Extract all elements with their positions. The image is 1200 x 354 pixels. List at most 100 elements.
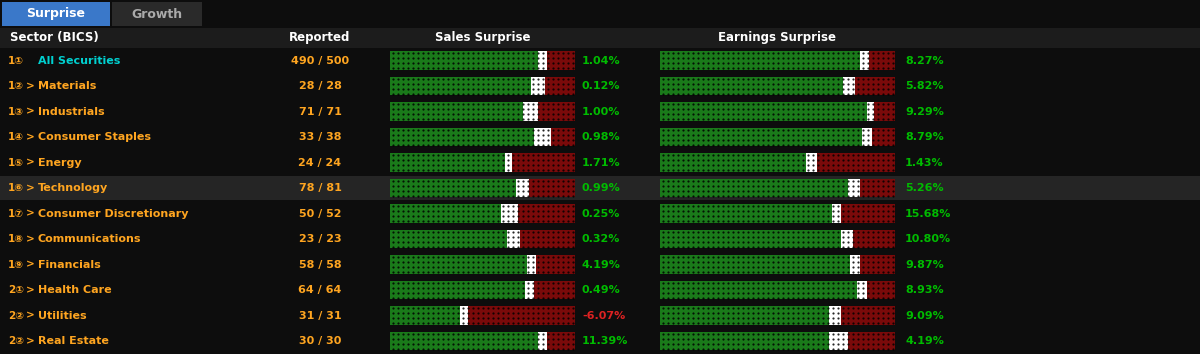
Bar	[660, 102, 866, 120]
Point	[793, 305, 812, 311]
Point	[858, 183, 877, 188]
Point	[512, 229, 532, 234]
Point	[458, 285, 478, 290]
Point	[563, 55, 582, 61]
Point	[828, 341, 847, 346]
Point	[538, 152, 557, 158]
Point	[508, 132, 527, 137]
Point	[872, 50, 892, 56]
Point	[528, 315, 547, 321]
Point	[538, 178, 557, 183]
Point	[438, 295, 457, 300]
Point	[438, 127, 457, 132]
Point	[808, 86, 827, 91]
Point	[482, 65, 502, 71]
Point	[662, 188, 682, 193]
Point	[413, 188, 432, 193]
Point	[858, 346, 877, 351]
Point	[718, 101, 737, 107]
Point	[713, 269, 732, 275]
Point	[388, 269, 407, 275]
Point	[703, 86, 722, 91]
Point	[463, 315, 482, 321]
Point	[768, 213, 787, 219]
Point	[538, 254, 557, 260]
Point	[768, 331, 787, 336]
Point	[488, 269, 508, 275]
Point	[673, 315, 692, 321]
Point	[858, 55, 877, 61]
Text: 5.82%: 5.82%	[905, 81, 943, 91]
Point	[688, 346, 707, 351]
Point	[868, 178, 887, 183]
Point	[803, 208, 822, 214]
Point	[533, 244, 552, 249]
Point	[503, 91, 522, 96]
Point	[428, 203, 448, 209]
Point	[793, 167, 812, 173]
Point	[688, 218, 707, 224]
Point	[752, 116, 772, 122]
Point	[733, 50, 752, 56]
Point	[658, 65, 677, 71]
Point	[812, 50, 832, 56]
Point	[508, 336, 527, 341]
Point	[713, 50, 732, 56]
Point	[868, 264, 887, 270]
Point	[433, 183, 452, 188]
Point	[548, 91, 568, 96]
Point	[798, 178, 817, 183]
Bar	[390, 102, 523, 120]
Point	[542, 203, 562, 209]
Point	[398, 137, 418, 142]
Point	[853, 167, 872, 173]
Point	[818, 244, 838, 249]
Point	[498, 244, 517, 249]
Point	[558, 116, 577, 122]
Point	[818, 55, 838, 61]
Point	[752, 218, 772, 224]
Point	[448, 305, 467, 311]
Point	[673, 234, 692, 239]
Point	[482, 336, 502, 341]
Point	[482, 320, 502, 326]
Point	[733, 60, 752, 66]
Point	[718, 218, 737, 224]
Point	[708, 295, 727, 300]
Point	[548, 229, 568, 234]
Point	[883, 244, 902, 249]
Point	[458, 331, 478, 336]
Point	[428, 295, 448, 300]
Point	[808, 320, 827, 326]
Point	[658, 193, 677, 198]
Point	[748, 259, 767, 265]
Point	[468, 346, 487, 351]
Point	[438, 229, 457, 234]
Point	[388, 137, 407, 142]
Point	[482, 157, 502, 163]
Point	[848, 162, 868, 168]
Point	[558, 244, 577, 249]
Point	[398, 320, 418, 326]
Point	[812, 295, 832, 300]
Point	[788, 183, 808, 188]
Point	[718, 157, 737, 163]
Point	[812, 239, 832, 244]
Point	[708, 290, 727, 295]
Point	[803, 101, 822, 107]
Point	[468, 137, 487, 142]
Point	[422, 132, 442, 137]
Point	[733, 320, 752, 326]
Point	[798, 280, 817, 285]
Point	[428, 315, 448, 321]
Point	[752, 285, 772, 290]
Point	[773, 341, 792, 346]
Point	[708, 132, 727, 137]
Point	[758, 55, 778, 61]
Point	[848, 183, 868, 188]
Point	[512, 203, 532, 209]
Point	[748, 76, 767, 81]
Point	[533, 132, 552, 137]
Point	[523, 203, 542, 209]
Point	[563, 101, 582, 107]
